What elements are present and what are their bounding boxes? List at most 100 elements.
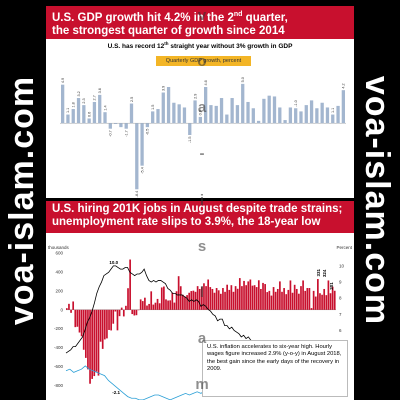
gdp-bar (182, 107, 187, 124)
payroll-bar (122, 309, 125, 317)
payroll-bar (243, 280, 245, 310)
watermark-right: voa-islam.com (356, 0, 398, 400)
left-tick-label: -800 (54, 383, 64, 388)
gdp-bar-label: 3.6 (98, 88, 102, 93)
right-tick-label: 8 (339, 296, 342, 301)
gdp-bar (166, 87, 171, 124)
payroll-bar (283, 288, 285, 310)
left-tick-label: -200 (54, 326, 64, 331)
gdp-headline-line-2: the strongest quarter of growth since 20… (52, 24, 285, 37)
payroll-bar (160, 287, 163, 310)
payroll-bar (99, 309, 102, 342)
gdp-bar (140, 123, 144, 166)
payroll-bar (268, 290, 271, 310)
payroll-bar (127, 288, 129, 310)
gdp-bar-label: -1.7 (125, 130, 129, 137)
payroll-bar (285, 294, 288, 310)
gdp-headline-superscript: nd (233, 11, 243, 18)
gdp-bar-label: 2.9 (193, 94, 197, 99)
payroll-bar (103, 309, 106, 340)
payroll-bar (82, 309, 85, 350)
gdp-bar-label: 1.5 (151, 105, 155, 110)
gdp-bar-label: 0.8 (199, 110, 203, 115)
gdp-bar (219, 98, 224, 124)
gdp-bar-label: 1.1 (331, 108, 335, 113)
gdp-bar (113, 123, 118, 124)
payroll-bar (325, 295, 328, 310)
payroll-bar (312, 290, 315, 310)
payroll-bar (213, 292, 216, 310)
payroll-bar (171, 292, 174, 310)
payroll-bar (302, 280, 304, 310)
watermark-left-text: voa-islam.com (3, 75, 42, 325)
payroll-bar (156, 298, 159, 310)
payroll-bar (192, 290, 195, 310)
payroll-bar (262, 282, 264, 310)
gdp-bar (193, 100, 197, 124)
payroll-bar (293, 284, 296, 310)
payroll-bar (270, 295, 273, 310)
gdp-bar-label: 3.9 (162, 86, 166, 91)
gdp-headline-part-3: quarter, (242, 11, 288, 24)
payroll-bar (131, 309, 134, 315)
gdp-headline-part-1: U.S. GDP growth hit 4.2% in the 2 (52, 11, 234, 24)
payroll-bar (114, 309, 117, 312)
payroll-bar (289, 280, 292, 310)
gdp-bar (241, 83, 245, 124)
payroll-bar (106, 309, 108, 339)
gdp-bar (267, 95, 271, 124)
payroll-bar (308, 288, 311, 310)
gdp-bar (151, 111, 155, 124)
payroll-bar (120, 307, 123, 310)
payroll-bar (129, 259, 131, 310)
left-tick-label: 0 (60, 307, 63, 312)
payroll-bar (175, 291, 178, 310)
payroll-bar (234, 286, 237, 310)
payroll-bar (298, 293, 300, 310)
payroll-bar (95, 309, 98, 372)
payroll-bar (255, 287, 258, 310)
gdp-bar (66, 114, 70, 124)
gdp-panel: U.S. GDP growth hit 4.2% in the 2nd quar… (46, 6, 354, 198)
payroll-bar (226, 284, 228, 310)
gdp-legend: Quarterly GDP growth, percent (156, 56, 251, 66)
gdp-bar (235, 105, 240, 124)
payroll-bar (317, 279, 319, 310)
payroll-bar (323, 288, 326, 310)
gdp-bar-label: -1.0 (294, 100, 298, 107)
payroll-bar (167, 300, 169, 310)
payroll-bar (257, 280, 260, 310)
gdp-bar (76, 98, 81, 124)
payroll-bar (205, 286, 207, 310)
payroll-bar (78, 309, 81, 333)
payroll-bar (154, 302, 157, 310)
payroll-bar (184, 296, 186, 310)
payroll-bar (163, 286, 165, 310)
gdp-bar-label: 2.5 (130, 97, 134, 102)
payroll-bar (146, 305, 148, 310)
payroll-bar (333, 290, 336, 310)
gdp-bar-label: 5.0 (241, 77, 245, 82)
gdp-bar-label: 3.2 (77, 91, 81, 96)
payroll-bar (186, 295, 188, 310)
payroll-bar (241, 286, 243, 310)
payroll-bar (276, 288, 279, 310)
payroll-peak-label-1: 324 (322, 269, 327, 277)
gdp-bar (325, 107, 330, 124)
gdp-bar (103, 112, 107, 124)
payroll-bar (266, 292, 269, 310)
wage-low-label: -2.1 (112, 390, 120, 395)
payroll-bar (148, 303, 150, 310)
gdp-subtitle-part-1: U.S. has record 12 (107, 43, 165, 51)
payroll-bar (281, 291, 283, 310)
gdp-bar (124, 123, 128, 129)
payroll-bar (209, 287, 212, 310)
payroll-bar (173, 302, 176, 310)
payroll-bar (327, 280, 330, 310)
payroll-bar (68, 303, 70, 310)
payroll-bar (80, 309, 83, 337)
gdp-bar (262, 98, 266, 124)
left-axis-label: thousands (48, 245, 70, 250)
payroll-last-label: 201 (329, 282, 334, 290)
payroll-bar (93, 309, 96, 377)
